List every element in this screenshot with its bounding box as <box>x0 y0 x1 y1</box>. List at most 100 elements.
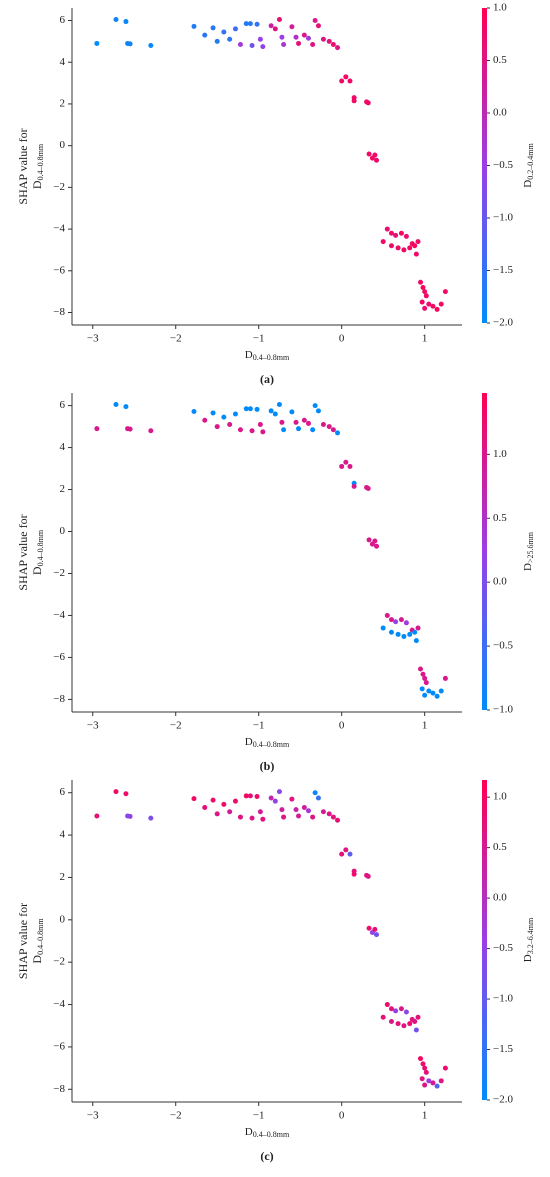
point <box>320 421 326 427</box>
point <box>289 796 295 802</box>
point <box>214 38 220 44</box>
colorbar-label-sub: 3.2–6.4mm <box>526 917 535 954</box>
colorbar-label-var: D <box>522 563 534 571</box>
y-tick-label: 0 <box>60 525 66 537</box>
point <box>279 419 285 425</box>
x-axis-label: D0.4–0.8mm <box>245 349 290 362</box>
point <box>127 426 133 432</box>
point <box>395 1021 401 1027</box>
x-tick-label: 0 <box>339 720 345 732</box>
point <box>272 798 278 804</box>
x-tick-label: 1 <box>422 720 428 732</box>
point <box>305 35 311 41</box>
y-tick-label: −4 <box>53 998 65 1010</box>
y-tick-label: 0 <box>60 139 66 151</box>
point <box>227 809 233 815</box>
point <box>315 408 321 414</box>
y-tick-label: 6 <box>60 14 66 26</box>
point <box>312 18 318 24</box>
point <box>438 301 444 307</box>
point <box>210 25 216 31</box>
point <box>221 801 227 807</box>
point <box>260 429 266 435</box>
point <box>113 789 119 795</box>
point <box>384 1002 390 1008</box>
point <box>420 1061 426 1067</box>
point <box>227 36 233 42</box>
point <box>365 873 371 879</box>
y-tick-label: 6 <box>60 786 66 798</box>
point <box>281 814 287 820</box>
point <box>296 40 302 46</box>
colorbar-tick-label: −1.5 <box>493 1043 513 1055</box>
point <box>210 410 216 416</box>
point <box>343 74 349 80</box>
point <box>419 299 425 305</box>
y-tick-label: 2 <box>60 483 66 495</box>
point <box>426 1078 432 1084</box>
colorbar-tick-label: 0.0 <box>493 892 507 904</box>
point <box>413 638 419 644</box>
panel-label: (a) <box>260 372 274 386</box>
x-tick-label: 1 <box>422 1110 428 1122</box>
point <box>422 1065 428 1071</box>
x-label-sub: 0.4–0.8mm <box>253 1130 290 1139</box>
point <box>415 239 421 245</box>
point <box>422 289 428 295</box>
point <box>310 814 316 820</box>
y-label-sub: 0.4–0.8mm <box>36 143 45 180</box>
colorbar <box>482 393 487 710</box>
point <box>276 402 282 408</box>
y-tick-label: −2 <box>53 567 65 579</box>
point <box>339 78 345 84</box>
point <box>296 426 302 432</box>
point <box>403 233 409 239</box>
point <box>260 816 266 822</box>
point <box>272 411 278 417</box>
y-tick-label: 4 <box>60 829 66 841</box>
point <box>384 612 390 618</box>
point <box>395 631 401 637</box>
point <box>254 406 260 412</box>
x-label-sub: 0.4–0.8mm <box>253 353 290 362</box>
colorbar-tick-label: 1.0 <box>493 448 507 460</box>
y-label-sub: 0.4–0.8mm <box>36 529 45 566</box>
point <box>281 427 287 433</box>
x-tick-label: 0 <box>339 1110 345 1122</box>
point <box>351 483 357 489</box>
point <box>380 625 386 631</box>
point <box>384 226 390 232</box>
point <box>372 538 378 544</box>
y-tick-label: 6 <box>60 399 66 411</box>
colorbar-label: D3.2–6.4mm <box>522 917 535 962</box>
y-tick-label: 0 <box>60 913 66 925</box>
point <box>420 284 426 290</box>
point <box>268 795 274 801</box>
colorbar-label-var: D <box>522 954 534 962</box>
colorbar-tick-label: 0.5 <box>493 54 507 66</box>
point <box>339 463 345 469</box>
x-tick-label: −2 <box>170 1110 182 1122</box>
y-tick-label: −8 <box>53 1083 65 1095</box>
point <box>148 428 154 434</box>
point <box>423 293 429 299</box>
point <box>434 693 440 699</box>
colorbar <box>482 780 487 1100</box>
colorbar-tick-label: −0.5 <box>493 640 513 652</box>
point <box>438 1078 444 1084</box>
point <box>374 543 380 549</box>
point <box>237 41 243 47</box>
point <box>419 1076 425 1082</box>
y-axis-label-var: D0.4–0.8mm <box>30 918 45 964</box>
colorbar-tick-label: −1.0 <box>493 993 513 1005</box>
point <box>351 98 357 104</box>
colorbar-tick-label: 0.5 <box>493 841 507 853</box>
point <box>293 419 299 425</box>
point <box>330 814 336 820</box>
y-tick-label: −2 <box>53 956 65 968</box>
point <box>372 152 378 158</box>
point <box>407 1021 413 1027</box>
point <box>434 306 440 312</box>
point <box>366 925 372 931</box>
point <box>202 32 208 38</box>
